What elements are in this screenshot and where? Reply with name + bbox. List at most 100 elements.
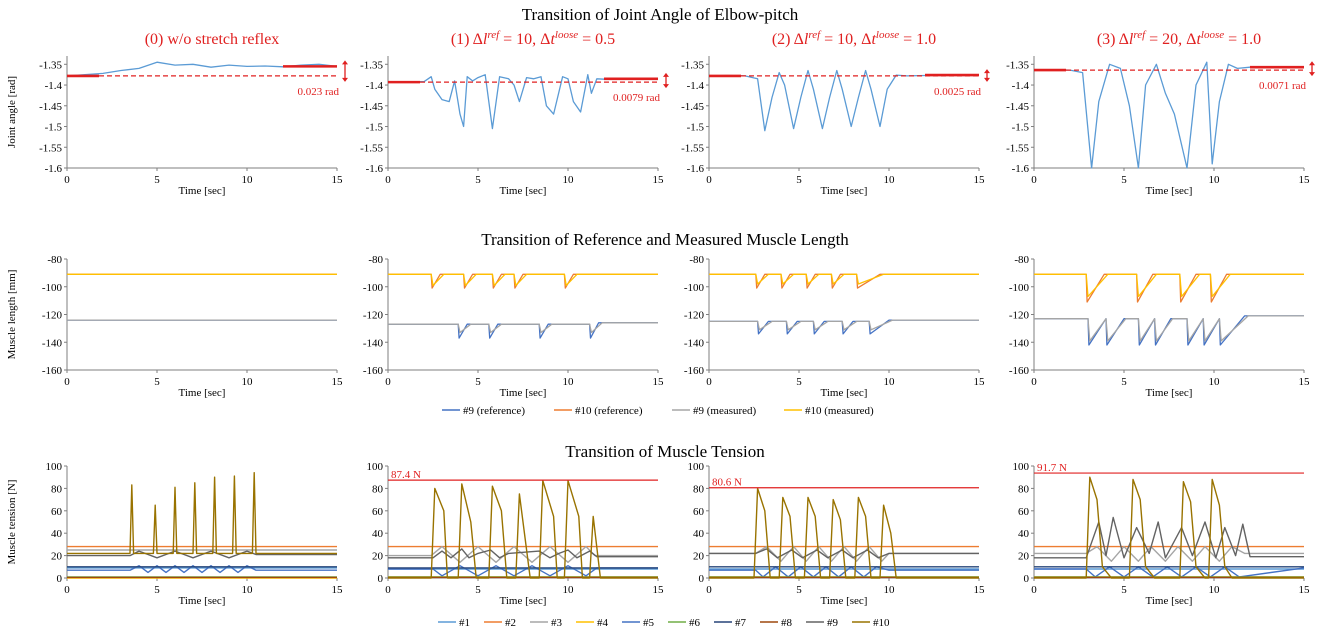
y-tick-label: 60 — [51, 506, 63, 518]
x-tick-label: 0 — [706, 376, 712, 388]
x-tick-label: 0 — [1031, 584, 1037, 596]
title-sup-loose: loose — [876, 29, 899, 41]
x-tick-label: 10 — [563, 174, 575, 186]
chart-angle-1: 0 5 10 15 -1.35 -1.4 -1.45 -1.5 -1.55 -1.6 Time [s… — [360, 56, 669, 197]
x-tick-label: 15 — [653, 174, 665, 186]
y-tick-label: -120 — [363, 310, 384, 322]
series-line-#10 (reference) — [1034, 273, 1304, 303]
y-tick-label: -1.55 — [360, 142, 383, 154]
y-tick-label: -1.55 — [1006, 142, 1029, 154]
series-line-#9 (reference) — [1034, 315, 1304, 346]
x-tick-label: 5 — [1121, 584, 1127, 596]
x-tick-label: 5 — [154, 174, 160, 186]
x-tick-label: 10 — [563, 584, 575, 596]
section-title-angle: Transition of Joint Angle of Elbow-pitch — [522, 5, 799, 24]
y-tick-label: -1.5 — [45, 122, 63, 134]
x-axis-label: Time [sec] — [179, 387, 226, 399]
plot-grid: (0) w/o stretch reflex (1) Δlref = 10, Δt… — [6, 29, 1315, 629]
series-line-#10 (measured) — [1034, 273, 1304, 298]
error-arrow-head-down — [1309, 72, 1315, 77]
x-tick-label: 5 — [796, 584, 802, 596]
y-tick-label: -140 — [363, 337, 384, 349]
chart-length-1: 0 5 10 15 -80 -100 -120 -140 -160 Time [sec] — [363, 254, 664, 399]
y-tick-label: 100 — [1013, 461, 1030, 473]
y-tick-label: -1.5 — [687, 122, 705, 134]
x-tick-label: 10 — [1209, 376, 1221, 388]
x-tick-label: 0 — [64, 376, 70, 388]
x-tick-label: 5 — [154, 584, 160, 596]
x-tick-label: 15 — [1299, 376, 1311, 388]
x-tick-label: 15 — [974, 376, 986, 388]
x-tick-label: 5 — [475, 376, 481, 388]
chart-length-0: 0 5 10 15 -80 -100 -120 -140 -160 Time [sec] Muscl… — [6, 254, 343, 399]
y-tick-label: 0 — [57, 573, 63, 585]
x-tick-label: 0 — [706, 174, 712, 186]
series-line-#9 (reference) — [388, 322, 658, 339]
title-sup-ref: ref — [1133, 29, 1147, 41]
x-axis-label: Time [sec] — [179, 595, 226, 607]
y-tick-label: 80 — [372, 483, 384, 495]
x-tick-label: 15 — [332, 376, 344, 388]
title-var-l: l — [1129, 31, 1134, 48]
y-tick-label: -1.35 — [1006, 59, 1029, 71]
y-tick-label: 40 — [1018, 528, 1030, 540]
error-label: 0.023 rad — [297, 86, 339, 98]
x-tick-label: 10 — [1209, 174, 1221, 186]
y-tick-label: -1.4 — [366, 80, 384, 92]
max-tension-label: 91.7 N — [1037, 462, 1067, 474]
y-tick-label: -100 — [684, 282, 705, 294]
legend-label: #1 — [459, 617, 470, 629]
series-line-#9 — [67, 550, 337, 559]
y-tick-label: -1.35 — [681, 59, 704, 71]
chart-tension-1: 0 5 10 15 100 80 60 40 20 0 Time [sec] 87.4 N — [367, 461, 665, 607]
x-axis-label: Time [sec] — [821, 595, 868, 607]
x-axis-label: Time [sec] — [500, 185, 547, 197]
series-line-#10 — [709, 487, 979, 579]
x-tick-label: 0 — [64, 584, 70, 596]
legend-label: #9 (reference) — [463, 405, 525, 417]
x-tick-label: 0 — [1031, 174, 1037, 186]
x-tick-label: 15 — [332, 584, 344, 596]
section-title-length: Transition of Reference and Measured Mus… — [481, 230, 849, 249]
legend-tension: #1 #2 #3 #4 #5 #6 #7 #8 #9 #10 — [438, 617, 890, 629]
x-tick-label: 15 — [653, 584, 665, 596]
condition-title-0: (0) w/o stretch reflex — [145, 31, 280, 48]
series-line-#10 — [388, 479, 658, 579]
y-tick-label: -100 — [42, 282, 63, 294]
title-var-l: l — [804, 31, 809, 48]
y-tick-label: 100 — [46, 461, 63, 473]
y-tick-label: -140 — [1009, 337, 1030, 349]
chart-length-2: 0 5 10 15 -80 -100 -120 -140 -160 Time [sec] — [684, 254, 985, 399]
condition-title-2: (2) Δlref = 10, Δtloose = 1.0 — [772, 29, 936, 48]
series-line-#10 (reference) — [388, 273, 658, 289]
error-arrow-head-up — [1309, 61, 1315, 66]
y-tick-label: 60 — [693, 506, 705, 518]
legend-label: #3 — [551, 617, 563, 629]
x-tick-label: 10 — [884, 376, 896, 388]
series-line-#9 — [388, 548, 658, 559]
y-axis-label: Joint angle [rad] — [6, 76, 18, 148]
x-tick-label: 0 — [64, 174, 70, 186]
legend-label: #9 (measured) — [693, 405, 757, 417]
series-line-angle-0 — [66, 61, 338, 77]
x-tick-label: 10 — [242, 376, 254, 388]
series-line-#5 — [1034, 566, 1305, 578]
series-line-#10 (reference) — [709, 273, 979, 289]
title-sup-ref: ref — [808, 29, 822, 41]
x-tick-label: 0 — [706, 584, 712, 596]
error-arrow-head-down — [342, 77, 348, 82]
y-tick-label: -140 — [684, 337, 705, 349]
y-tick-label: -80 — [47, 254, 62, 266]
series-line-angle-0 — [1033, 61, 1304, 169]
legend-label: #7 — [735, 617, 747, 629]
y-tick-label: 40 — [51, 528, 63, 540]
x-axis-label: Time [sec] — [500, 387, 547, 399]
y-axis-label: Muscle tension [N] — [6, 480, 18, 565]
series-line-#10 (measured) — [388, 273, 658, 287]
legend-label: #6 — [689, 617, 701, 629]
title-var-t: t — [1196, 31, 1201, 48]
series-line-#3 — [1034, 545, 1304, 562]
legend-label: #9 — [827, 617, 839, 629]
x-tick-label: 5 — [154, 376, 160, 388]
x-tick-label: 5 — [796, 174, 802, 186]
